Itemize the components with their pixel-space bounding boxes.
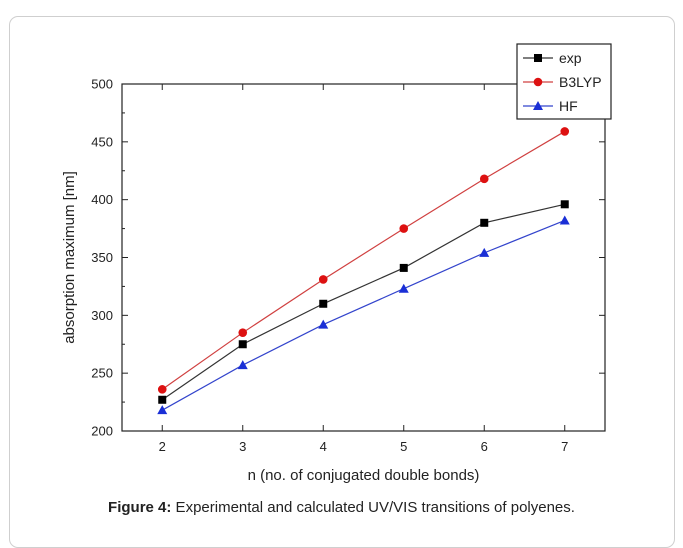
- data-point: [560, 127, 570, 136]
- series-hf: [157, 215, 570, 415]
- figure-caption-text: Experimental and calculated UV/VIS trans…: [171, 499, 575, 516]
- data-point: [238, 340, 247, 349]
- data-point: [480, 218, 489, 227]
- data-point: [158, 395, 167, 404]
- legend-entry: exp: [523, 50, 582, 66]
- data-point: [479, 174, 489, 184]
- y-axis-label: absorption maximum [nm]: [61, 171, 78, 344]
- line-chart: 2 3 4 5 6 7 200 250 300 350 400 450 500 exp B3LYP HF n…: [61, 43, 612, 484]
- data-point: [559, 215, 570, 225]
- legend-label: HF: [559, 98, 578, 114]
- y-tick-label: 250: [91, 366, 113, 381]
- x-tick-label: 5: [400, 439, 407, 454]
- data-point: [318, 319, 329, 329]
- y-tick-label: 500: [91, 77, 113, 92]
- series-exp: [158, 200, 569, 404]
- y-tick-label: 400: [91, 192, 113, 207]
- data-point: [398, 283, 409, 293]
- data-point: [238, 328, 248, 337]
- data-point: [157, 385, 167, 394]
- legend-marker: [534, 54, 542, 62]
- data-point: [318, 275, 328, 284]
- series-b3lyp: [157, 127, 570, 394]
- legend-marker: [533, 77, 543, 87]
- x-tick-label: 2: [159, 439, 166, 454]
- legend-entry: HF: [523, 98, 578, 114]
- data-point: [399, 263, 408, 272]
- y-tick-label: 300: [91, 308, 113, 323]
- data-point: [479, 247, 490, 257]
- series-line: [161, 130, 566, 390]
- axes: 2 3 4 5 6 7 200 250 300 350 400 450 500: [91, 77, 606, 454]
- y-tick-label: 200: [91, 424, 113, 439]
- series-line: [161, 203, 565, 401]
- legend-entry: B3LYP: [523, 74, 602, 90]
- legend-label: B3LYP: [559, 74, 602, 90]
- x-tick-label: 3: [239, 439, 246, 454]
- x-tick-label: 7: [561, 439, 568, 454]
- y-tick-label: 450: [91, 134, 113, 149]
- data-point: [237, 360, 248, 370]
- x-axis-label: n (no. of conjugated double bonds): [248, 467, 480, 484]
- legend: exp B3LYP HF: [516, 43, 612, 120]
- x-tick-label: 4: [320, 439, 327, 454]
- figure-caption-label: Figure 4:: [108, 499, 172, 516]
- y-tick-label: 350: [91, 250, 113, 265]
- data-point: [319, 299, 328, 308]
- legend-marker: [533, 101, 543, 110]
- series-line: [161, 219, 565, 411]
- legend-label: exp: [559, 50, 582, 66]
- figure-caption: Figure 4: Experimental and calculated UV…: [0, 499, 683, 516]
- data-point: [157, 405, 168, 415]
- data-point: [399, 224, 409, 233]
- series-layer: [157, 127, 570, 415]
- data-point: [560, 200, 569, 209]
- plot-frame: [121, 83, 606, 432]
- x-tick-label: 6: [481, 439, 488, 454]
